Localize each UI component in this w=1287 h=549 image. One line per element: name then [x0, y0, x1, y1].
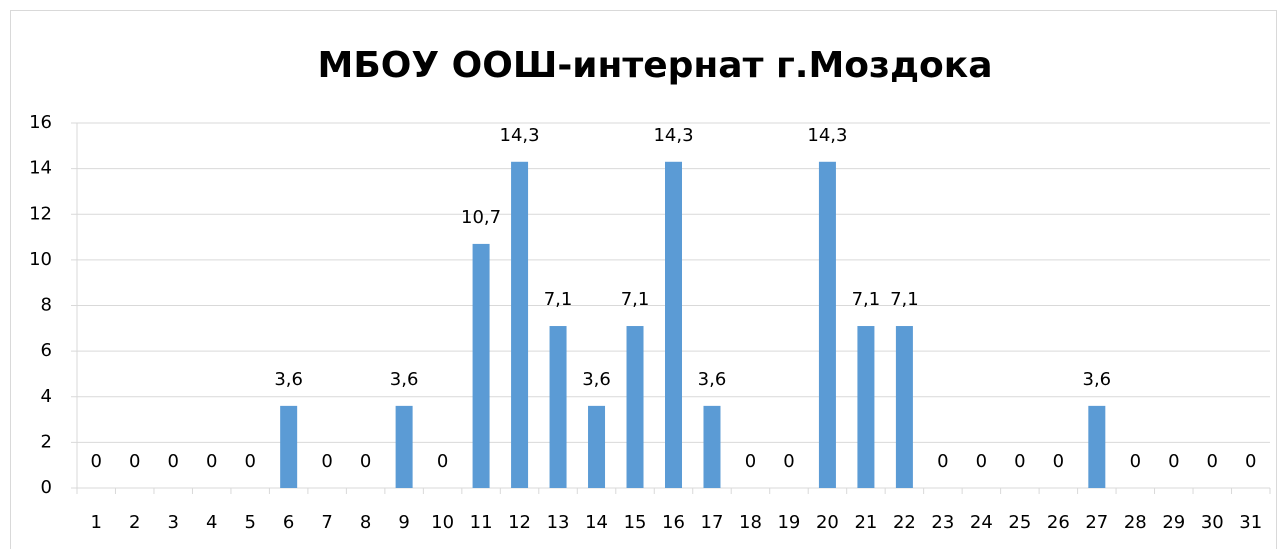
value-label: 0	[244, 451, 255, 472]
x-tick-label: 23	[931, 512, 954, 533]
y-tick-label: 0	[41, 477, 52, 498]
value-label: 3,6	[274, 369, 303, 390]
x-tick-label: 12	[508, 512, 531, 533]
x-tick-label: 16	[662, 512, 685, 533]
x-tick-label: 31	[1239, 512, 1262, 533]
value-label: 3,6	[582, 369, 611, 390]
value-label: 3,6	[1083, 369, 1112, 390]
x-tick-label: 26	[1047, 512, 1070, 533]
value-label: 0	[976, 451, 987, 472]
bar	[549, 326, 567, 488]
bar	[472, 243, 490, 488]
x-tick-label: 20	[816, 512, 839, 533]
x-tick-label: 25	[1008, 512, 1031, 533]
value-label: 14,3	[653, 125, 693, 146]
x-tick-label: 8	[360, 512, 371, 533]
value-label: 0	[167, 451, 178, 472]
x-tick-label: 4	[206, 512, 217, 533]
value-label: 7,1	[890, 289, 919, 310]
value-label: 0	[1130, 451, 1141, 472]
x-tick-label: 29	[1162, 512, 1185, 533]
value-label: 7,1	[852, 289, 881, 310]
x-tick-label: 2	[129, 512, 140, 533]
x-tick-label: 7	[321, 512, 332, 533]
x-tick-label: 27	[1085, 512, 1108, 533]
bar	[703, 405, 721, 488]
y-tick-label: 2	[41, 431, 52, 452]
value-label: 0	[437, 451, 448, 472]
x-tick-label: 11	[470, 512, 493, 533]
y-tick-label: 10	[29, 249, 52, 270]
value-label: 7,1	[544, 289, 573, 310]
value-label: 10,7	[461, 207, 501, 228]
x-tick-label: 18	[739, 512, 762, 533]
value-label: 3,6	[390, 369, 419, 390]
x-tick-label: 13	[547, 512, 570, 533]
y-tick-label: 4	[41, 386, 52, 407]
x-tick-label: 3	[167, 512, 178, 533]
bar	[395, 405, 413, 488]
x-tick-label: 24	[970, 512, 993, 533]
bar	[511, 161, 529, 488]
x-tick-label: 15	[624, 512, 647, 533]
value-label: 0	[360, 451, 371, 472]
value-label: 3,6	[698, 369, 727, 390]
value-label: 14,3	[500, 125, 540, 146]
bar	[818, 161, 836, 488]
bar	[280, 405, 298, 488]
x-tick-label: 5	[244, 512, 255, 533]
x-tick-label: 28	[1124, 512, 1147, 533]
bar	[895, 326, 913, 488]
x-tick-label: 21	[854, 512, 877, 533]
bar	[1088, 405, 1106, 488]
x-tick-label: 6	[283, 512, 294, 533]
bar	[665, 161, 682, 488]
value-label: 0	[206, 451, 217, 472]
value-label: 0	[1168, 451, 1179, 472]
value-label: 7,1	[621, 289, 650, 310]
value-label: 14,3	[807, 125, 847, 146]
y-tick-label: 12	[29, 203, 52, 224]
y-tick-label: 14	[29, 158, 52, 179]
bar	[857, 326, 875, 488]
x-tick-label: 14	[585, 512, 608, 533]
y-tick-label: 16	[29, 112, 52, 133]
value-label: 0	[1207, 451, 1218, 472]
bar	[626, 326, 644, 488]
x-tick-label: 30	[1201, 512, 1224, 533]
value-label: 0	[1053, 451, 1064, 472]
value-label: 0	[783, 451, 794, 472]
y-tick-label: 6	[41, 340, 52, 361]
value-label: 0	[91, 451, 102, 472]
value-label: 0	[1245, 451, 1256, 472]
value-label: 0	[321, 451, 332, 472]
y-tick-label: 8	[41, 295, 52, 316]
bar	[588, 405, 606, 488]
value-label: 0	[1014, 451, 1025, 472]
x-tick-label: 9	[398, 512, 409, 533]
x-tick-label: 17	[701, 512, 724, 533]
x-tick-label: 1	[91, 512, 102, 533]
value-label: 0	[745, 451, 756, 472]
x-tick-label: 19	[777, 512, 800, 533]
x-tick-label: 22	[893, 512, 916, 533]
value-label: 0	[129, 451, 140, 472]
x-tick-label: 10	[431, 512, 454, 533]
chart-title: МБОУ ООШ-интернат г.Моздока	[318, 45, 993, 86]
value-label: 0	[937, 451, 948, 472]
